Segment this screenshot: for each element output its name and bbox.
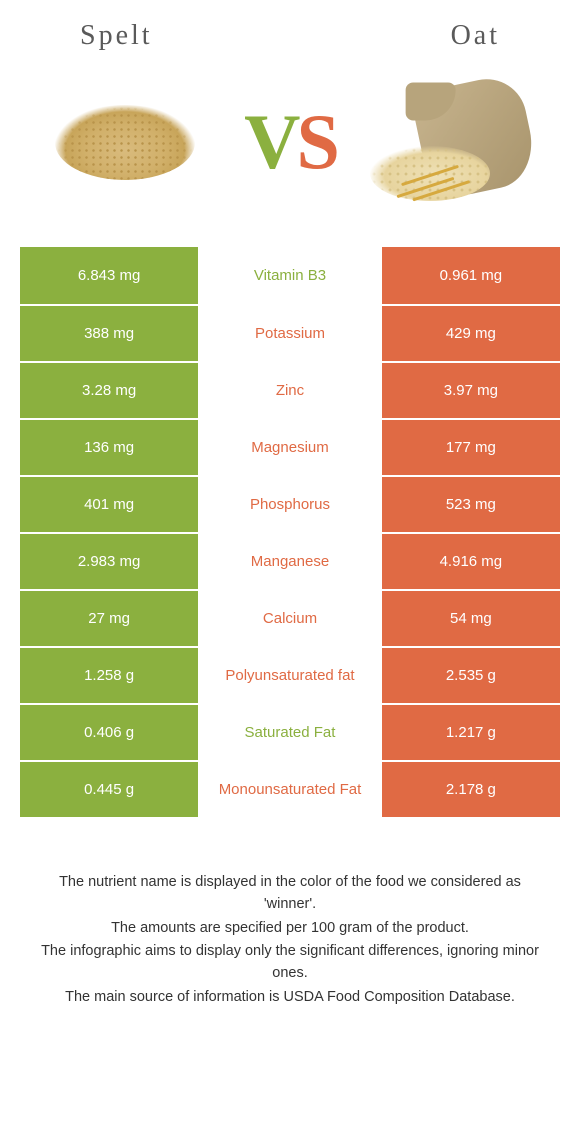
cell-right-value: 429 mg	[382, 306, 560, 361]
cell-right-value: 177 mg	[382, 420, 560, 475]
cell-right-value: 0.961 mg	[382, 247, 560, 304]
cell-nutrient-name: Magnesium	[198, 420, 382, 475]
cell-left-value: 27 mg	[20, 591, 198, 646]
title-right: Oat	[451, 20, 500, 52]
images-row: VS	[20, 77, 560, 207]
cell-left-value: 6.843 mg	[20, 247, 198, 304]
footnote-line: The amounts are specified per 100 gram o…	[40, 918, 540, 940]
spelt-pile-icon	[55, 105, 195, 180]
table-row: 3.28 mgZinc3.97 mg	[20, 361, 560, 418]
title-left: Spelt	[80, 20, 153, 52]
cell-right-value: 1.217 g	[382, 705, 560, 760]
table-row: 136 mgMagnesium177 mg	[20, 418, 560, 475]
cell-right-value: 523 mg	[382, 477, 560, 532]
table-row: 2.983 mgManganese4.916 mg	[20, 532, 560, 589]
cell-right-value: 3.97 mg	[382, 363, 560, 418]
cell-left-value: 401 mg	[20, 477, 198, 532]
cell-nutrient-name: Vitamin B3	[198, 247, 382, 304]
header: Spelt Oat	[20, 20, 560, 52]
cell-nutrient-name: Saturated Fat	[198, 705, 382, 760]
cell-nutrient-name: Polyunsaturated fat	[198, 648, 382, 703]
cell-right-value: 2.535 g	[382, 648, 560, 703]
vs-label: VS	[244, 97, 336, 187]
cell-right-value: 2.178 g	[382, 762, 560, 817]
cell-left-value: 136 mg	[20, 420, 198, 475]
cell-left-value: 3.28 mg	[20, 363, 198, 418]
footnote-line: The main source of information is USDA F…	[40, 987, 540, 1009]
cell-nutrient-name: Zinc	[198, 363, 382, 418]
cell-left-value: 2.983 mg	[20, 534, 198, 589]
footnotes: The nutrient name is displayed in the co…	[20, 872, 560, 1009]
vs-s: S	[296, 98, 335, 185]
cell-nutrient-name: Monounsaturated Fat	[198, 762, 382, 817]
oat-sack-icon	[370, 77, 540, 207]
nutrient-table: 6.843 mgVitamin B30.961 mg388 mgPotassiu…	[20, 247, 560, 817]
table-row: 388 mgPotassium429 mg	[20, 304, 560, 361]
cell-left-value: 388 mg	[20, 306, 198, 361]
cell-right-value: 54 mg	[382, 591, 560, 646]
table-row: 6.843 mgVitamin B30.961 mg	[20, 247, 560, 304]
infographic-container: Spelt Oat VS 6.843 mgVitamin B30.961 mg3…	[0, 0, 580, 1031]
cell-nutrient-name: Phosphorus	[198, 477, 382, 532]
cell-nutrient-name: Manganese	[198, 534, 382, 589]
cell-left-value: 1.258 g	[20, 648, 198, 703]
table-row: 27 mgCalcium54 mg	[20, 589, 560, 646]
cell-nutrient-name: Potassium	[198, 306, 382, 361]
cell-nutrient-name: Calcium	[198, 591, 382, 646]
vs-v: V	[244, 98, 296, 185]
cell-right-value: 4.916 mg	[382, 534, 560, 589]
footnote-line: The infographic aims to display only the…	[40, 941, 540, 985]
table-row: 0.445 gMonounsaturated Fat2.178 g	[20, 760, 560, 817]
table-row: 1.258 gPolyunsaturated fat2.535 g	[20, 646, 560, 703]
cell-left-value: 0.406 g	[20, 705, 198, 760]
table-row: 401 mgPhosphorus523 mg	[20, 475, 560, 532]
spelt-image	[40, 77, 210, 207]
footnote-line: The nutrient name is displayed in the co…	[40, 872, 540, 916]
cell-left-value: 0.445 g	[20, 762, 198, 817]
table-row: 0.406 gSaturated Fat1.217 g	[20, 703, 560, 760]
oat-image	[370, 77, 540, 207]
